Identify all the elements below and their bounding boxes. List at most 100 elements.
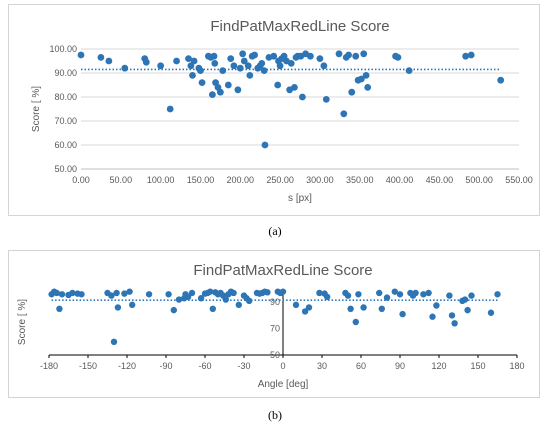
data-point (246, 297, 253, 305)
data-point (301, 308, 309, 315)
data-point (376, 289, 383, 297)
x-tick-label: 0.00 (72, 175, 90, 185)
data-point (244, 62, 252, 70)
data-point (166, 105, 174, 113)
data-point (274, 81, 282, 89)
data-point (348, 88, 356, 96)
data-point (433, 302, 440, 309)
data-point (145, 291, 153, 298)
data-point (347, 305, 354, 312)
data-point (234, 86, 242, 94)
data-point (246, 72, 254, 79)
data-point (448, 312, 456, 319)
x-tick-label: 150 (470, 361, 485, 371)
data-point (396, 291, 404, 298)
caption-b: (b) (268, 408, 282, 422)
data-point (210, 52, 218, 60)
x-tick-label: 90 (395, 361, 405, 371)
x-tick-label: -180 (40, 361, 58, 371)
data-point (77, 51, 85, 59)
data-point (219, 67, 227, 74)
data-point (142, 58, 150, 66)
data-point (126, 288, 133, 295)
x-tick-label: 500.00 (465, 175, 493, 185)
data-point (222, 296, 229, 303)
data-point (383, 294, 391, 301)
data-point (197, 295, 205, 302)
data-point (462, 52, 470, 60)
data-point (110, 338, 118, 345)
data-point (467, 51, 475, 59)
data-point (352, 52, 360, 60)
data-point (216, 88, 224, 96)
data-point (207, 288, 214, 295)
y-tick-label: 50.00 (54, 164, 77, 174)
x-tick-label: -60 (198, 361, 211, 371)
x-tick-label: 350.00 (346, 175, 374, 185)
x-tick-label: 150.00 (187, 175, 215, 185)
data-point (360, 50, 368, 58)
scatter-chart-b: FindPatMaxRedLine Score 50 70 90 -180 -150 -12… (17, 262, 525, 390)
data-point (173, 57, 180, 65)
y-tick-label: 60.00 (54, 140, 77, 150)
data-point (165, 291, 172, 298)
x-tick-label: 180 (509, 361, 524, 371)
chart-title: FindPatMaxRedLine Score (210, 18, 389, 35)
data-point (335, 50, 343, 58)
data-point (236, 64, 244, 72)
data-point (209, 305, 216, 312)
caption-a: (a) (268, 224, 282, 238)
y-tick-label: 50 (270, 350, 280, 360)
x-tick-label: -120 (118, 361, 136, 371)
data-point (53, 289, 60, 297)
data-point (239, 50, 247, 58)
data-point (175, 296, 183, 303)
x-tick-label: -30 (237, 361, 250, 371)
data-point (399, 310, 406, 318)
x-axis-label: Angle [deg] (258, 379, 309, 390)
x-tick-label: 30 (317, 361, 327, 371)
x-tick-label: 550.00 (505, 175, 533, 185)
y-tick-label: 100.00 (49, 44, 77, 54)
x-tick-label: 250.00 (266, 175, 294, 185)
x-tick-label: 200.00 (227, 175, 255, 185)
data-point (108, 292, 115, 299)
chart-panel-a: FindPatMaxRedLine Score 50.00 60.00 70.00 80… (8, 4, 540, 216)
data-point (97, 54, 105, 61)
y-tick-label: 90 (270, 297, 280, 307)
data-point (464, 306, 471, 314)
data-point (78, 291, 85, 298)
data-point (357, 75, 365, 83)
data-point (287, 60, 295, 67)
data-point (260, 67, 268, 74)
data-point (291, 84, 298, 91)
data-point (157, 62, 165, 70)
data-point (345, 51, 352, 59)
data-point (355, 291, 362, 298)
data-point (425, 289, 432, 297)
data-point (340, 110, 348, 118)
data-point (251, 51, 259, 59)
data-point (324, 293, 331, 301)
data-point (197, 67, 204, 74)
data-point (224, 81, 232, 89)
x-tick-label: 0 (280, 361, 285, 371)
data-point (230, 289, 237, 297)
data-point (306, 52, 314, 60)
data-point (451, 320, 458, 327)
data-point (261, 141, 269, 149)
data-point (412, 289, 419, 297)
x-tick-label: 50.00 (110, 175, 133, 185)
data-point (461, 296, 469, 303)
data-point (184, 293, 192, 301)
data-point (316, 55, 324, 62)
data-point (114, 304, 122, 311)
data-point (113, 289, 120, 297)
x-tick-label: -150 (79, 361, 97, 371)
chart-panel-b: FindPatMaxRedLine Score 50 70 90 -180 -150 -12… (8, 250, 540, 398)
data-point (279, 288, 287, 295)
x-axis-label: s [px] (288, 193, 312, 204)
data-point (121, 64, 129, 72)
y-tick-label: 70.00 (54, 116, 77, 126)
data-point (405, 67, 413, 74)
